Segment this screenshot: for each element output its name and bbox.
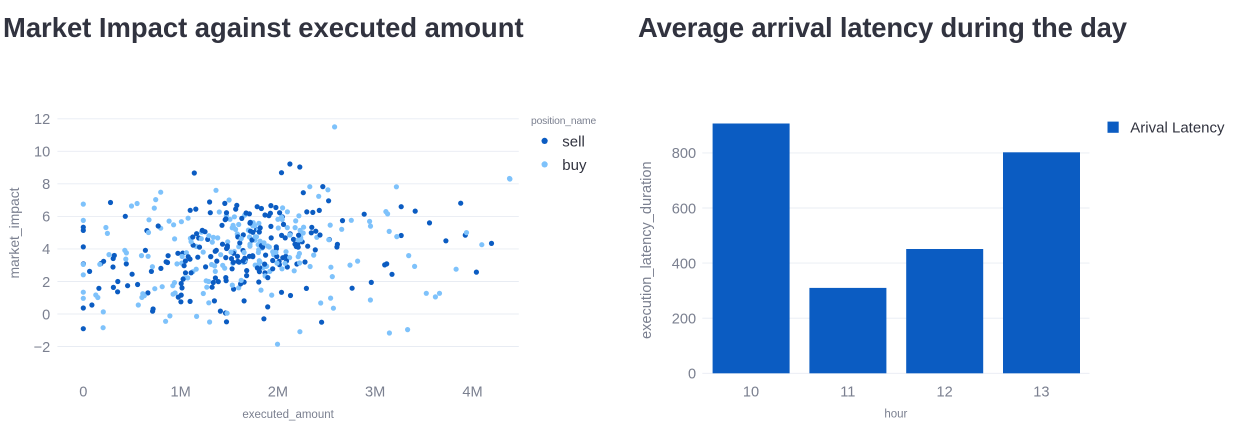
svg-text:3M: 3M [365,384,385,400]
svg-text:200: 200 [672,312,696,328]
svg-text:800: 800 [672,146,696,162]
svg-text:400: 400 [672,256,696,272]
svg-text:10: 10 [743,384,759,400]
svg-text:−2: −2 [34,340,51,356]
svg-text:0: 0 [688,367,696,383]
svg-text:0: 0 [42,307,50,323]
svg-text:8: 8 [42,177,50,193]
svg-text:12: 12 [34,112,50,128]
svg-text:Arival Latency: Arival Latency [1130,119,1225,136]
svg-text:12: 12 [936,384,952,400]
svg-text:execution_latency_duration: execution_latency_duration [639,161,655,339]
svg-text:6: 6 [42,210,50,226]
svg-text:market_impact: market_impact [6,187,22,278]
svg-text:1M: 1M [170,384,190,400]
svg-text:2M: 2M [268,384,288,400]
svg-text:11: 11 [840,384,855,400]
svg-text:position_name: position_name [531,116,596,127]
svg-text:0: 0 [79,384,87,400]
svg-text:executed_amount: executed_amount [242,409,334,421]
svg-text:600: 600 [672,201,696,217]
svg-text:13: 13 [1033,384,1049,400]
svg-text:4M: 4M [462,384,482,400]
svg-text:2: 2 [42,275,50,291]
svg-text:10: 10 [34,145,50,161]
svg-text:sell: sell [562,133,585,150]
svg-text:hour: hour [884,408,907,420]
svg-text:buy: buy [562,157,587,174]
svg-text:4: 4 [42,242,50,258]
